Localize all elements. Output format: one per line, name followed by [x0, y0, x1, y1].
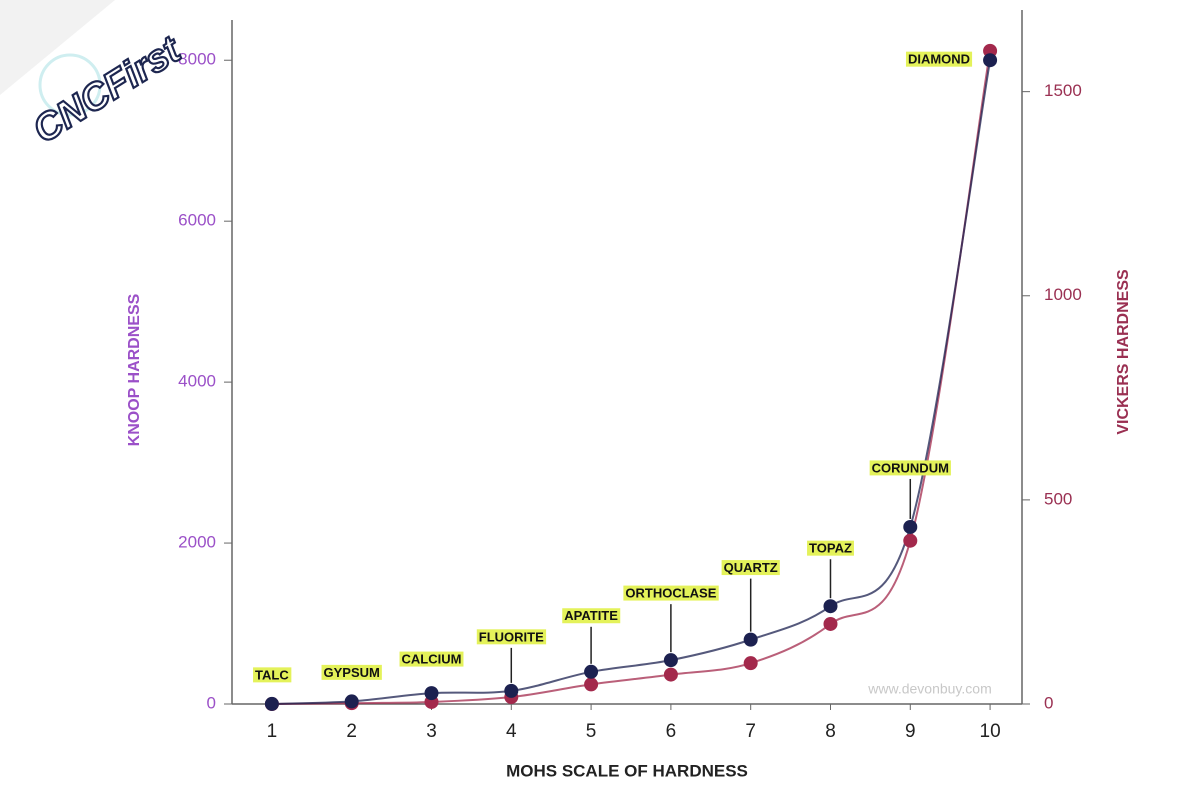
x-tick-label: 3 — [426, 721, 437, 742]
annotation: DIAMOND — [908, 52, 970, 67]
data-point — [823, 599, 838, 614]
y2-tick-label: 500 — [1044, 489, 1072, 508]
logo-circle — [38, 53, 102, 117]
annotation-bg — [476, 629, 547, 645]
data-point — [264, 696, 279, 711]
data-point — [663, 667, 678, 682]
logo-ribbon — [0, 0, 115, 95]
plot-area: 0 2000 4000 6000 8000 0 500 1000 1500 1 2 3 4 5 6 7 8 9 10… — [178, 43, 1082, 742]
data-point — [663, 653, 678, 668]
x-tick-label: 5 — [586, 721, 597, 742]
y-tick-label: 0 — [207, 693, 216, 712]
y-tick-label: 4000 — [178, 372, 216, 391]
annotation-bg — [562, 608, 621, 624]
y2-tick-label: 1500 — [1044, 81, 1082, 100]
y-axis-title: KNOOP HARDNESS — [126, 293, 143, 446]
y2-axis-title: VICKERS HARDNESS — [1115, 269, 1132, 435]
annotation-bg — [321, 664, 382, 680]
x-tick-label: 1 — [267, 721, 278, 742]
x-tick-label: 9 — [905, 721, 916, 742]
data-point — [424, 686, 439, 701]
data-point — [344, 694, 359, 709]
annotation-bg — [905, 51, 973, 67]
x-tick-label: 7 — [745, 721, 756, 742]
y-tick-label: 2000 — [178, 533, 216, 552]
annotation: TALC — [255, 667, 289, 682]
x-tick-label: 8 — [825, 721, 836, 742]
annotation: CORUNDUM — [872, 460, 949, 475]
data-point — [584, 677, 599, 692]
data-point — [743, 656, 758, 671]
y-tick-label: 6000 — [178, 211, 216, 230]
annotation-bg — [721, 560, 780, 576]
annotation: ORTHOCLASE — [625, 586, 716, 601]
data-point — [983, 53, 998, 68]
x-axis-title: MOHS SCALE OF HARDNESS — [506, 761, 748, 780]
y2-tick-label: 1000 — [1044, 285, 1082, 304]
x-tick-label: 6 — [666, 721, 677, 742]
series-line — [271, 60, 992, 705]
data-point — [903, 533, 918, 548]
data-point — [903, 519, 918, 534]
annotation: FLUORITE — [479, 629, 544, 644]
y2-tick-label: 0 — [1044, 693, 1053, 712]
source-watermark: www.devonbuy.com — [867, 681, 991, 697]
annotation: QUARTZ — [724, 560, 778, 575]
x-tick-label: 4 — [506, 721, 517, 742]
annotation-bg — [399, 651, 464, 667]
annotation: CALCIUM — [402, 652, 462, 667]
x-tick-label: 10 — [980, 721, 1001, 742]
annotation: APATITE — [564, 608, 618, 623]
data-point — [743, 632, 758, 647]
y-tick-label: 8000 — [178, 50, 216, 69]
annotation-bg — [869, 460, 951, 476]
annotation-bg — [807, 540, 854, 556]
annotation: TOPAZ — [809, 541, 852, 556]
data-point — [504, 683, 519, 698]
annotation: GYPSUM — [324, 665, 380, 680]
data-point — [584, 664, 599, 679]
annotation-bg — [253, 667, 292, 683]
x-tick-label: 2 — [346, 721, 357, 742]
data-point — [823, 616, 838, 631]
annotation-bg — [623, 585, 719, 601]
